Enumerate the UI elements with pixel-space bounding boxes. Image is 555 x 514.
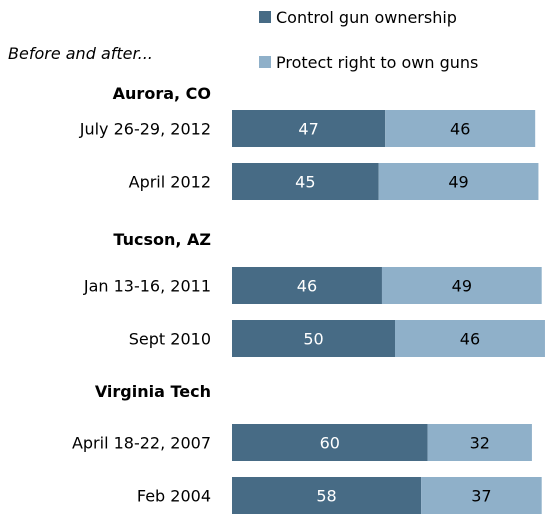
value-label-control: 46 [297, 277, 317, 296]
row-label: July 26-29, 2012 [79, 120, 211, 139]
row-label: Jan 13-16, 2011 [83, 277, 211, 296]
bars: Aurora, CO July 26-29, 2012 47 46 April 2012… [72, 84, 545, 514]
bar-protect [395, 320, 545, 357]
bar-protect [427, 424, 532, 461]
bar-protect [378, 163, 539, 200]
value-label-protect: 46 [460, 330, 480, 349]
bar-control [232, 320, 395, 357]
value-label-control: 58 [316, 487, 336, 506]
legend-label-protect: Protect right to own guns [276, 53, 478, 72]
value-label-protect: 32 [470, 434, 490, 453]
group-label: Tucson, AZ [113, 230, 211, 249]
legend-swatch-control [259, 11, 271, 23]
value-label-control: 47 [298, 120, 318, 139]
value-label-protect: 46 [450, 120, 470, 139]
value-label-control: 45 [295, 173, 315, 192]
bar-protect [421, 477, 542, 514]
row-label: Sept 2010 [129, 330, 211, 349]
bar-control [232, 424, 428, 461]
value-label-control: 60 [320, 434, 340, 453]
legend-label-control: Control gun ownership [276, 8, 457, 27]
bar-control [232, 163, 379, 200]
bar-protect [381, 267, 542, 304]
group-label: Aurora, CO [113, 84, 211, 103]
legend: Control gun ownership Protect right to o… [259, 8, 478, 72]
bar-control [232, 267, 382, 304]
row-label: April 18-22, 2007 [72, 434, 211, 453]
value-label-protect: 37 [471, 487, 491, 506]
row-label: April 2012 [129, 173, 211, 192]
bar-control [232, 477, 422, 514]
group-label: Virginia Tech [95, 382, 211, 401]
bar-control [232, 110, 386, 147]
value-label-control: 50 [303, 330, 323, 349]
legend-swatch-protect [259, 56, 271, 68]
value-label-protect: 49 [452, 277, 472, 296]
bar-protect [385, 110, 536, 147]
row-label: Feb 2004 [137, 487, 211, 506]
value-label-protect: 49 [448, 173, 468, 192]
chart-subtitle: Before and after... [8, 44, 153, 63]
